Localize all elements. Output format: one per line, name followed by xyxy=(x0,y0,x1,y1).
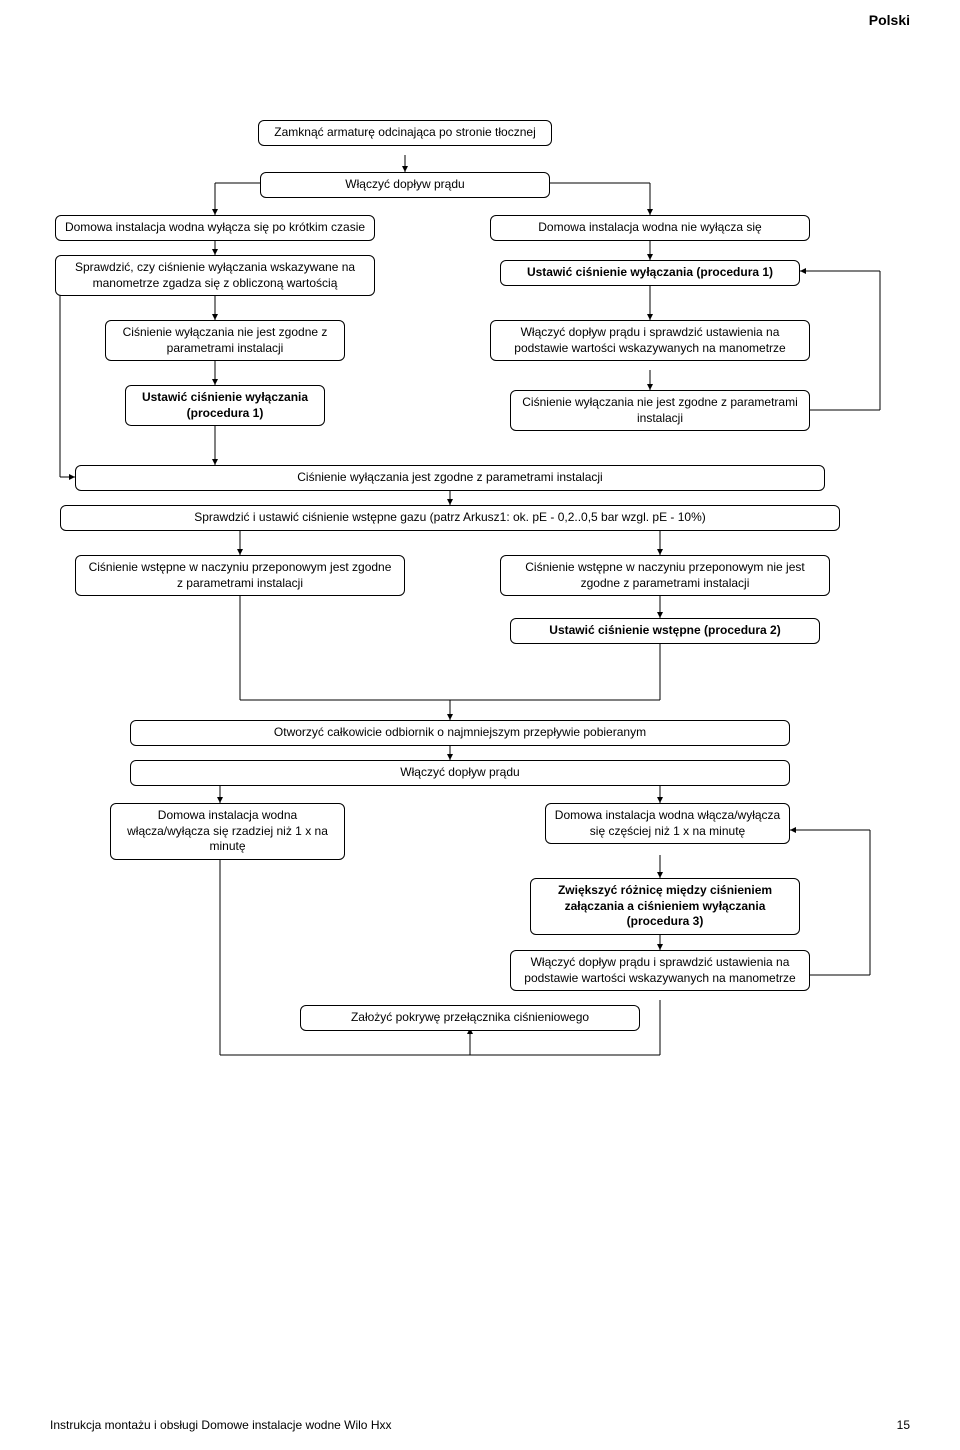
language-header: Polski xyxy=(869,12,910,28)
node-does-not-turn-off: Domowa instalacja wodna nie wyłącza się xyxy=(490,215,810,241)
node-power-on-2: Włączyć dopływ prądu xyxy=(130,760,790,786)
node-close-valve: Zamknąć armaturę odcinająca po stronie t… xyxy=(258,120,552,146)
node-turns-off: Domowa instalacja wodna wyłącza się po k… xyxy=(55,215,375,241)
node-set-pressure-1: Ustawić ciśnienie wyłączania (procedura … xyxy=(500,260,800,286)
footer-title: Instrukcja montażu i obsługi Domowe inst… xyxy=(50,1418,391,1432)
footer-page: 15 xyxy=(897,1418,910,1432)
node-set-pressure-left: Ustawić ciśnienie wyłączania (procedura … xyxy=(125,385,325,426)
node-increase-diff: Zwiększyć różnicę między ciśnieniem załą… xyxy=(530,878,800,935)
page-footer: Instrukcja montażu i obsługi Domowe inst… xyxy=(50,1418,910,1432)
node-check-gas-pressure: Sprawdzić i ustawić ciśnienie wstępne ga… xyxy=(60,505,840,531)
node-pressure-mismatch-right: Ciśnienie wyłączania nie jest zgodne z p… xyxy=(510,390,810,431)
node-cycles-rare: Domowa instalacja wodna włącza/wyłącza s… xyxy=(110,803,345,860)
node-precharge-not-ok: Ciśnienie wstępne w naczyniu przeponowym… xyxy=(500,555,830,596)
node-open-receiver: Otworzyć całkowicie odbiornik o najmniej… xyxy=(130,720,790,746)
node-check-pressure: Sprawdzić, czy ciśnienie wyłączania wska… xyxy=(55,255,375,296)
node-power-check-2: Włączyć dopływ prądu i sprawdzić ustawie… xyxy=(510,950,810,991)
node-cycles-often: Domowa instalacja wodna włącza/wyłącza s… xyxy=(545,803,790,844)
node-power-check-1: Włączyć dopływ prądu i sprawdzić ustawie… xyxy=(490,320,810,361)
node-power-on-1: Włączyć dopływ prądu xyxy=(260,172,550,198)
node-pressure-mismatch-left: Ciśnienie wyłączania nie jest zgodne z p… xyxy=(105,320,345,361)
node-fit-cover: Założyć pokrywę przełącznika ciśnieniowe… xyxy=(300,1005,640,1031)
node-pressure-ok: Ciśnienie wyłączania jest zgodne z param… xyxy=(75,465,825,491)
node-precharge-ok: Ciśnienie wstępne w naczyniu przeponowym… xyxy=(75,555,405,596)
node-set-precharge: Ustawić ciśnienie wstępne (procedura 2) xyxy=(510,618,820,644)
